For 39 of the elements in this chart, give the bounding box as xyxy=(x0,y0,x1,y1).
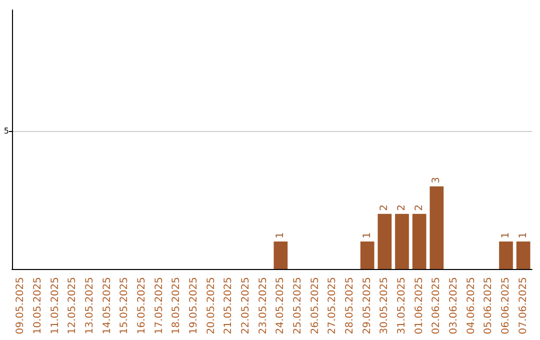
x-tick-label: 02.06.2025 xyxy=(431,277,442,334)
data-label: 2 xyxy=(379,204,390,211)
x-tick-label: 12.05.2025 xyxy=(67,277,78,334)
x-tick-label: 23.05.2025 xyxy=(258,277,269,334)
x-tick-label: 05.06.2025 xyxy=(483,277,494,334)
x-tick-label: 03.06.2025 xyxy=(448,277,460,334)
x-tick-label: 18.05.2025 xyxy=(171,277,182,334)
x-tick-label: 30.05.2025 xyxy=(379,277,390,334)
x-tick-label: 29.05.2025 xyxy=(362,277,373,334)
x-tick-label: 20.05.2025 xyxy=(206,277,217,334)
x-tick-label: 27.05.2025 xyxy=(327,277,338,334)
x-tick-label: 14.05.2025 xyxy=(102,277,113,334)
x-tick-label: 31.05.2025 xyxy=(396,277,408,334)
data-label: 1 xyxy=(362,232,373,238)
x-tick-label: 25.05.2025 xyxy=(292,277,304,334)
x-tick-label: 22.05.2025 xyxy=(240,277,252,334)
data-label: 2 xyxy=(396,204,408,211)
data-label: 2 xyxy=(414,204,425,211)
x-tick-label: 06.06.2025 xyxy=(500,277,512,334)
x-tick-label: 24.05.2025 xyxy=(275,277,286,334)
x-tick-label: 19.05.2025 xyxy=(188,277,200,334)
x-tick-label: 01.06.2025 xyxy=(414,277,425,334)
x-tick-label: 17.05.2025 xyxy=(154,277,165,334)
x-tick-label: 16.05.2025 xyxy=(136,277,148,334)
x-tick-label: 07.06.2025 xyxy=(518,277,529,334)
data-label: 1 xyxy=(518,232,529,238)
x-tick-label: 13.05.2025 xyxy=(84,277,96,334)
y-tick-label: 5 xyxy=(4,126,9,136)
data-label: 1 xyxy=(500,232,512,238)
data-label: 1 xyxy=(275,232,286,238)
x-tick-label: 21.05.2025 xyxy=(223,277,234,334)
x-tick-label: 04.06.2025 xyxy=(466,277,477,334)
x-tick-label: 09.05.2025 xyxy=(15,277,26,334)
x-tick-label: 26.05.2025 xyxy=(310,277,321,334)
x-tick-label: 11.05.2025 xyxy=(50,277,61,334)
x-tick-label: 15.05.2025 xyxy=(119,277,130,334)
x-tick-label: 10.05.2025 xyxy=(32,277,44,334)
x-tick-label: 28.05.2025 xyxy=(344,277,356,334)
data-label: 3 xyxy=(431,176,442,184)
